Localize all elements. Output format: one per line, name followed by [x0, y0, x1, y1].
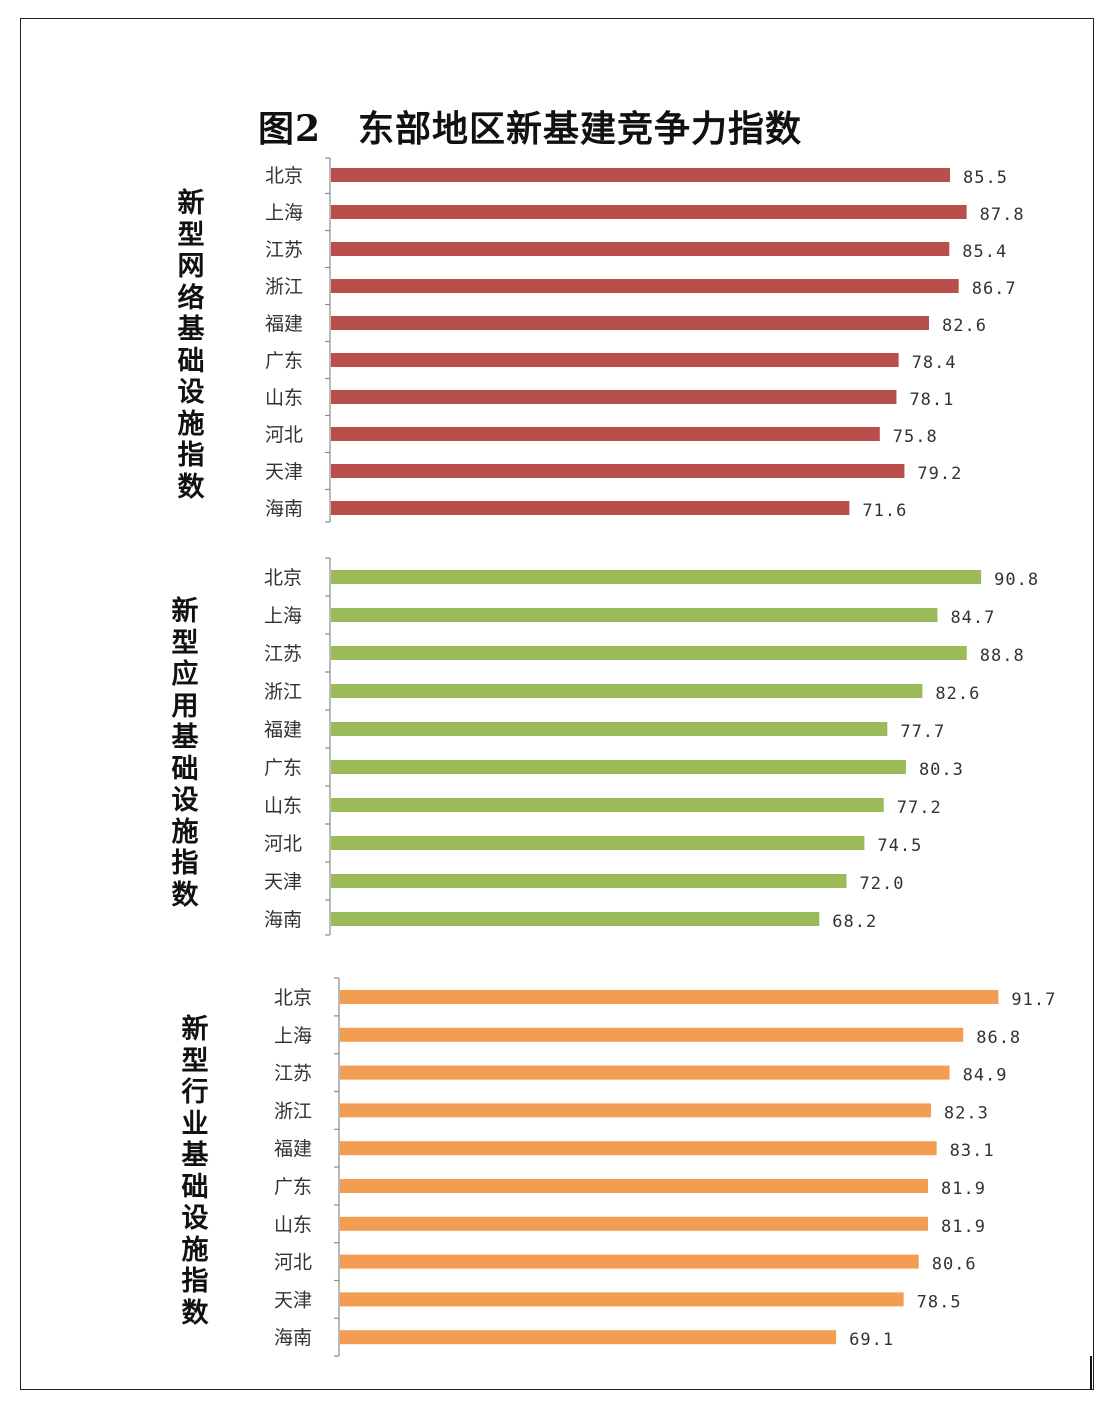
category-label: 广东	[274, 1176, 312, 1198]
category-label: 河北	[264, 833, 302, 855]
data-label: 91.7	[1011, 990, 1056, 1010]
bar	[340, 1066, 950, 1080]
category-label: 福建	[264, 719, 302, 741]
category-label: 浙江	[274, 1100, 312, 1122]
bar	[331, 242, 949, 256]
data-label: 68.2	[832, 912, 877, 932]
bar	[331, 427, 880, 441]
bar	[331, 912, 819, 926]
category-label: 北京	[264, 567, 302, 589]
data-label: 72.0	[860, 874, 905, 894]
data-label: 82.3	[944, 1103, 989, 1123]
text-cursor	[1090, 1356, 1092, 1390]
bar	[331, 608, 937, 622]
category-label: 海南	[265, 498, 303, 520]
bar	[331, 570, 981, 584]
bar	[340, 1217, 928, 1231]
data-label: 78.4	[912, 353, 957, 373]
category-label: 福建	[265, 313, 303, 335]
bar	[331, 316, 929, 330]
category-label: 北京	[274, 987, 312, 1009]
data-label: 87.8	[980, 205, 1025, 225]
category-label: 浙江	[265, 276, 303, 298]
bar	[331, 353, 899, 367]
data-label: 77.7	[900, 722, 945, 742]
bar	[331, 279, 959, 293]
data-label: 79.2	[917, 464, 962, 484]
category-label: 天津	[265, 461, 303, 483]
category-label: 上海	[264, 605, 302, 627]
bar	[331, 684, 922, 698]
bar	[340, 1141, 937, 1155]
category-label: 山东	[265, 387, 303, 409]
bar	[331, 646, 967, 660]
data-label: 80.6	[932, 1255, 977, 1275]
data-label: 84.9	[963, 1066, 1008, 1086]
data-label: 82.6	[942, 316, 987, 336]
bar	[340, 1103, 931, 1117]
data-label: 90.8	[994, 570, 1039, 590]
panel-3: 北京 91.7 上海 86.8 江苏 84.9 浙江 82.3 福建 83.1 广东 81.9 山东 81…	[274, 978, 1056, 1356]
data-label: 80.3	[919, 760, 964, 780]
data-label: 75.8	[893, 427, 938, 447]
bar	[331, 501, 849, 515]
data-label: 69.1	[849, 1330, 894, 1350]
bar	[340, 1292, 904, 1306]
data-label: 74.5	[877, 836, 922, 856]
category-label: 山东	[274, 1214, 312, 1236]
bar	[331, 168, 950, 182]
category-label: 海南	[264, 909, 302, 931]
bar	[331, 798, 884, 812]
bar	[331, 464, 904, 478]
panel-1: 北京 85.5 上海 87.8 江苏 85.4 浙江 86.7 福建 82.6 广东 78.4 山东 78…	[265, 158, 1025, 522]
category-label: 浙江	[264, 681, 302, 703]
category-label: 天津	[264, 871, 302, 893]
category-label: 广东	[264, 757, 302, 779]
bar	[331, 205, 967, 219]
bar	[340, 1255, 919, 1269]
data-label: 84.7	[950, 608, 995, 628]
data-label: 81.9	[941, 1179, 986, 1199]
bar	[340, 1028, 963, 1042]
data-label: 77.2	[897, 798, 942, 818]
bar	[331, 874, 847, 888]
data-label: 81.9	[941, 1217, 986, 1237]
panel-2: 北京 90.8 上海 84.7 江苏 88.8 浙江 82.6 福建 77.7 广东 80.3 山东 77…	[264, 558, 1039, 935]
category-label: 北京	[265, 165, 303, 187]
category-label: 河北	[265, 424, 303, 446]
category-label: 广东	[265, 350, 303, 372]
data-label: 88.8	[980, 646, 1025, 666]
data-label: 86.7	[972, 279, 1017, 299]
category-label: 海南	[274, 1327, 312, 1349]
bar	[331, 836, 864, 850]
category-label: 上海	[265, 202, 303, 224]
data-label: 78.5	[917, 1292, 962, 1312]
bar	[340, 1179, 928, 1193]
data-label: 78.1	[909, 390, 954, 410]
category-label: 天津	[274, 1289, 312, 1311]
bar	[331, 760, 906, 774]
category-label: 上海	[274, 1025, 312, 1047]
data-label: 85.5	[963, 168, 1008, 188]
category-label: 山东	[264, 795, 302, 817]
category-label: 江苏	[264, 643, 302, 665]
category-label: 福建	[274, 1138, 312, 1160]
category-label: 江苏	[265, 239, 303, 261]
data-label: 71.6	[862, 501, 907, 521]
bar	[340, 990, 998, 1004]
data-label: 82.6	[935, 684, 980, 704]
bar	[331, 390, 896, 404]
data-label: 85.4	[962, 242, 1007, 262]
category-label: 江苏	[274, 1063, 312, 1085]
data-label: 83.1	[950, 1141, 995, 1161]
data-label: 86.8	[976, 1028, 1021, 1048]
category-label: 河北	[274, 1252, 312, 1274]
bar	[331, 722, 887, 736]
bar	[340, 1330, 836, 1344]
